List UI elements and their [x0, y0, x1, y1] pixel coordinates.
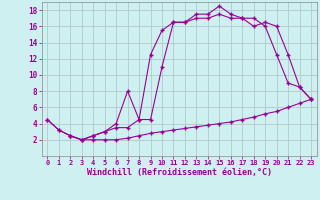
X-axis label: Windchill (Refroidissement éolien,°C): Windchill (Refroidissement éolien,°C)	[87, 168, 272, 177]
